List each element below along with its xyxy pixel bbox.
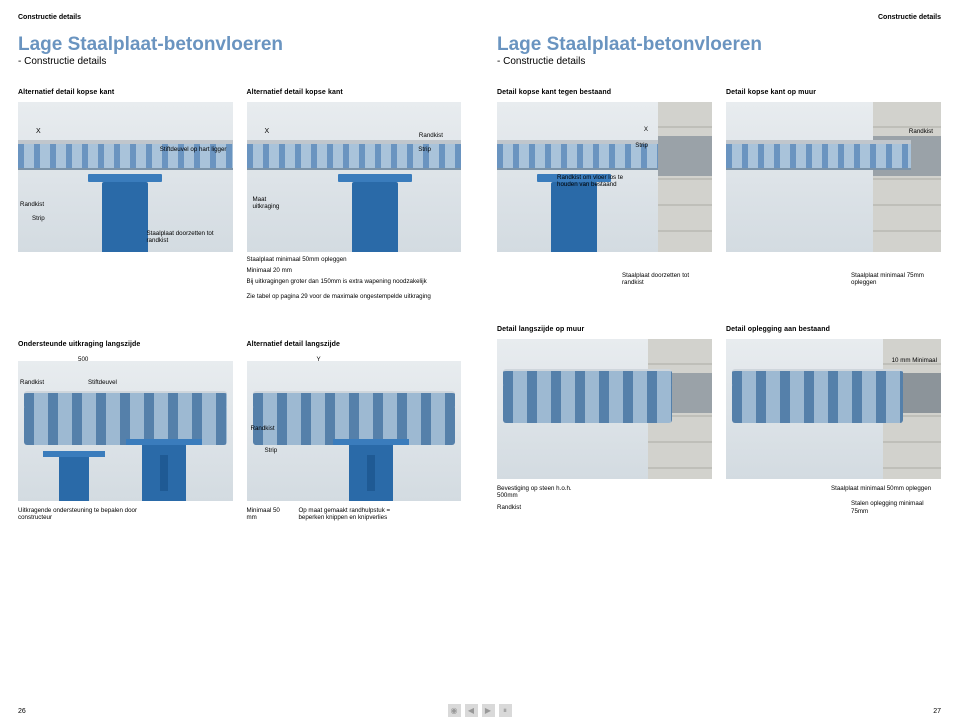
sec-title: Detail oplegging aan bestaand xyxy=(726,326,941,333)
sub-title-left: - Constructie details xyxy=(18,56,461,67)
row2-left: Ondersteunde uitkraging langszijde 500 R… xyxy=(18,341,461,521)
lbl-randhulp: Op maat gemaakt randhulpstuk = beperken … xyxy=(298,507,408,521)
deck xyxy=(247,140,462,170)
page-number-left: 26 xyxy=(18,708,26,715)
diagram-r2c2: Randkist Strip xyxy=(247,361,462,501)
sec-title: Alternatief detail kopse kant xyxy=(18,89,233,96)
lbl-constructeur: Uitkragende ondersteuning te bepalen doo… xyxy=(18,507,138,521)
lbl-min75: Staalplaat minimaal 75mm opleggen xyxy=(851,272,941,286)
sec-title: Detail kopse kant tegen bestaand xyxy=(497,89,712,96)
lbl-10mm: 10 mm Minimaal xyxy=(892,357,937,364)
cell-r1c3: Detail kopse kant tegen bestaand X Strip… xyxy=(497,89,712,286)
cell-r2c1: Ondersteunde uitkraging langszijde 500 R… xyxy=(18,341,233,521)
sec-title: Detail langszijde op muur xyxy=(497,326,712,333)
deck xyxy=(18,140,233,170)
page-right: Constructie details Lage Staalplaat-beto… xyxy=(479,0,959,515)
header-corner-right: Constructie details xyxy=(878,14,941,21)
header-corner-left: Constructie details xyxy=(18,14,81,21)
row2-right: Detail langszijde op muur Bevestiging op… xyxy=(497,326,941,514)
deck-corrug xyxy=(732,383,903,423)
wall-existing xyxy=(658,102,712,252)
deck xyxy=(497,140,658,170)
lbl-min50: Minimaal 50 mm xyxy=(247,507,291,521)
lbl-randkist: Randkist xyxy=(20,379,44,386)
cell-r1c4: Detail kopse kant op muur Randkist Staal… xyxy=(726,89,941,286)
nav-home-icon[interactable]: ◉ xyxy=(448,704,461,717)
diagram-r1c4: Randkist xyxy=(726,102,941,252)
lbl-extra: Bij uitkragingen groter dan 150mm is ext… xyxy=(247,278,462,285)
page-left: Constructie details Lage Staalplaat-beto… xyxy=(0,0,479,521)
lbl-randkist: Randkist xyxy=(497,504,712,511)
cell-r2c2: Alternatief detail langszijde Y Randkist… xyxy=(247,341,462,521)
row1-left: Alternatief detail kopse kant X Stiftdeu… xyxy=(18,89,461,301)
lbl-doorzetten: Staalplaat doorzetten tot randkist xyxy=(622,272,712,286)
diagram-r1c2: X Randkist Strip Maat uitkraging xyxy=(247,102,462,252)
lbl-randkist-los: Randkist om vloer los te houden van best… xyxy=(557,174,627,188)
lbl-min20: Minimaal 20 mm xyxy=(247,267,462,274)
diagram-r2c3 xyxy=(497,339,712,479)
diagram-r2c4: 10 mm Minimaal xyxy=(726,339,941,479)
sec-title: Ondersteunde uitkraging langszijde xyxy=(18,341,233,348)
nav-pause-icon[interactable]: ⏸ xyxy=(499,704,512,717)
support-main xyxy=(349,445,393,501)
beam-support xyxy=(102,182,148,252)
cell-r1c1: Alternatief detail kopse kant X Stiftdeu… xyxy=(18,89,233,301)
lbl-strip: Strip xyxy=(32,215,45,222)
page-number-right: 27 xyxy=(933,708,941,715)
support-cantilever xyxy=(59,457,89,501)
lbl-bevestiging: Bevestiging op steen h.o.h. 500mm xyxy=(497,485,587,499)
lbl-maat: Maat uitkraging xyxy=(253,196,293,210)
support-main xyxy=(142,445,186,501)
lbl-randkist: Randkist xyxy=(251,425,275,432)
dim-x: X xyxy=(36,128,41,135)
sec-title: Alternatief detail langszijde xyxy=(247,341,462,348)
lbl-stiftdeuvel: Stiftdeuvel op hart ligger xyxy=(160,146,227,153)
sec-title: Alternatief detail kopse kant xyxy=(247,89,462,96)
lbl-min50op: Staalplaat minimaal 50mm opleggen xyxy=(831,485,941,492)
cell-r1c2: Alternatief detail kopse kant X Randkist… xyxy=(247,89,462,301)
lbl-randkist: Randkist xyxy=(419,132,443,139)
deck xyxy=(726,140,911,170)
diagram-r1c3: X Strip Randkist om vloer los te houden … xyxy=(497,102,712,252)
sec-title: Detail kopse kant op muur xyxy=(726,89,941,96)
nav-bar: ◉ ◀ ▶ ⏸ xyxy=(448,704,512,717)
deck-corrug xyxy=(503,383,672,423)
lbl-randkist: Randkist xyxy=(909,128,933,135)
nav-next-icon[interactable]: ▶ xyxy=(482,704,495,717)
row1-right: Detail kopse kant tegen bestaand X Strip… xyxy=(497,89,941,286)
lbl-doorzetten: Staalplaat doorzetten tot randkist xyxy=(147,230,227,244)
sub-title-right: - Constructie details xyxy=(497,56,941,67)
lbl-strip: Strip xyxy=(265,447,278,454)
lbl-tabel: Zie tabel op pagina 29 voor de maximale … xyxy=(247,293,462,300)
dim-x: X xyxy=(644,126,648,133)
nav-prev-icon[interactable]: ◀ xyxy=(465,704,478,717)
lbl-stalen75: Stalen oplegging minimaal 75mm xyxy=(851,500,941,514)
lbl-strip: Strip xyxy=(635,142,648,149)
beam-support xyxy=(352,182,398,252)
beam-support xyxy=(551,182,597,252)
lbl-min50: Staalplaat minimaal 50mm opleggen xyxy=(247,256,462,263)
diagram-r1c1: X Stiftdeuvel op hart ligger Randkist St… xyxy=(18,102,233,252)
wall-muur xyxy=(873,102,941,252)
lbl-strip: Strip xyxy=(418,146,431,153)
main-title-right: Lage Staalplaat-betonvloeren xyxy=(497,34,941,56)
lbl-stiftdeuvel: Stiftdeuvel xyxy=(88,379,117,386)
lbl-randkist: Randkist xyxy=(20,201,44,208)
cell-r2c3: Detail langszijde op muur Bevestiging op… xyxy=(497,326,712,514)
cell-r2c4: Detail oplegging aan bestaand 10 mm Mini… xyxy=(726,326,941,514)
dim-x: X xyxy=(265,128,270,135)
diagram-r2c1: Randkist Stiftdeuvel xyxy=(18,361,233,501)
main-title-left: Lage Staalplaat-betonvloeren xyxy=(18,34,461,56)
